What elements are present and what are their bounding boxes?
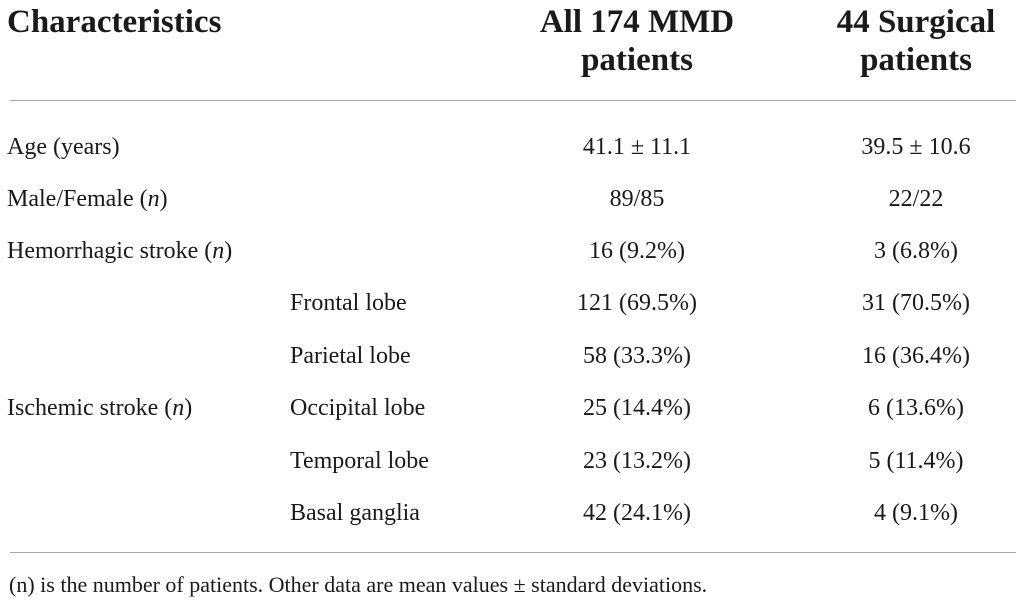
- column-header-surgical-patients: 44 Surgical patients: [800, 3, 1021, 79]
- cell-hemorrhagic-surgical: 3 (6.8%): [874, 238, 958, 264]
- cell-occipital-surgical: 6 (13.6%): [868, 395, 964, 421]
- cell-temporal-all: 23 (13.2%): [583, 448, 691, 474]
- subrow-label-occipital: Occipital lobe: [290, 395, 426, 421]
- cell-temporal-surgical: 5 (11.4%): [868, 448, 964, 474]
- subrow-label-temporal: Temporal lobe: [290, 448, 429, 474]
- cell-age-surgical: 39.5 ± 10.6: [861, 134, 971, 160]
- cell-occipital-all: 25 (14.4%): [583, 395, 691, 421]
- column-header-all-patients-line1: All 174 MMD: [539, 4, 735, 40]
- subrow-label-basal-ganglia: Basal ganglia: [290, 500, 420, 526]
- row-label-sex: Male/Female (n): [7, 186, 168, 212]
- cell-hemorrhagic-all: 16 (9.2%): [589, 238, 685, 264]
- column-header-surgical-patients-line1: 44 Surgical: [836, 4, 996, 40]
- cell-basal-ganglia-surgical: 4 (9.1%): [874, 500, 958, 526]
- table-bottom-divider: [10, 552, 1016, 553]
- table-footnote: (n) is the number of patients. Other dat…: [9, 572, 708, 597]
- cell-sex-all: 89/85: [609, 186, 665, 212]
- header-divider: [10, 100, 1016, 101]
- cell-basal-ganglia-all: 42 (24.1%): [583, 500, 691, 526]
- column-header-all-patients-line2: patients: [581, 42, 693, 78]
- cell-parietal-all: 58 (33.3%): [583, 343, 691, 369]
- subrow-label-parietal: Parietal lobe: [290, 343, 411, 369]
- cell-age-all: 41.1 ± 11.1: [582, 134, 692, 160]
- subrow-label-frontal: Frontal lobe: [290, 290, 407, 316]
- row-label-hemorrhagic: Hemorrhagic stroke (n): [7, 238, 233, 264]
- cell-sex-surgical: 22/22: [888, 186, 944, 212]
- cell-frontal-all: 121 (69.5%): [577, 290, 697, 316]
- cell-frontal-surgical: 31 (70.5%): [862, 290, 970, 316]
- column-header-surgical-patients-line2: patients: [860, 42, 972, 78]
- column-header-characteristics: Characteristics: [7, 4, 222, 40]
- column-header-all-patients: All 174 MMD patients: [500, 3, 774, 79]
- cell-parietal-surgical: 16 (36.4%): [862, 343, 970, 369]
- row-label-age: Age (years): [7, 134, 120, 160]
- row-label-ischemic: Ischemic stroke (n): [7, 395, 193, 421]
